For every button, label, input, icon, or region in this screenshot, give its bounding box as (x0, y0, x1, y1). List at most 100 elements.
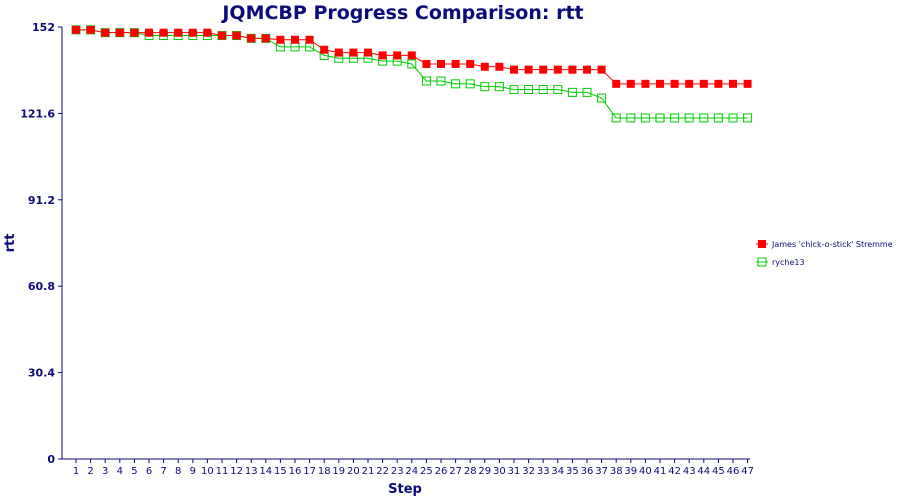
x-tick-label: 20 (347, 466, 360, 477)
series-1-point (553, 65, 562, 74)
x-tick-label: 38 (610, 466, 623, 477)
series-1-point (159, 28, 168, 37)
x-tick-label: 22 (376, 466, 389, 477)
series-1-point (72, 25, 80, 34)
x-tick-label: 33 (537, 466, 550, 477)
legend-item-1-marker (758, 240, 766, 248)
series-2-point (699, 113, 709, 123)
series-1-point (130, 28, 139, 37)
x-tick-label: 3 (102, 466, 108, 477)
x-tick-label: 37 (595, 466, 608, 477)
x-tick-label: 25 (420, 466, 433, 477)
series-2-point (670, 113, 680, 123)
series-1-point (495, 62, 504, 71)
x-tick-label: 28 (464, 466, 477, 477)
chart-title: JQMCBP Progress Comparison: rtt (220, 2, 583, 24)
series-1-point (568, 65, 577, 74)
series-2-point (436, 76, 446, 86)
x-tick-label: 39 (624, 466, 637, 477)
series-2-point (655, 113, 665, 123)
series-1-point (612, 79, 621, 88)
series-1-point (670, 79, 679, 88)
series-2-point (465, 79, 475, 89)
series-1-point (539, 65, 548, 74)
series-1-point (699, 79, 708, 88)
series-1-point (334, 48, 343, 57)
series-1-point (247, 34, 256, 43)
series-1-point (422, 59, 431, 68)
series-2-point (494, 82, 504, 92)
series-2-point (640, 113, 650, 123)
series-1-point (276, 35, 285, 44)
y-tick-label: 0 (47, 453, 55, 466)
legend-item-2-marker (757, 257, 767, 267)
series-2-point (421, 76, 431, 86)
series-1-point (437, 59, 445, 68)
x-tick-label: 31 (508, 466, 521, 477)
x-tick-label: 4 (117, 466, 123, 477)
x-axis-ticks: 1 2 3 4 5 6 7 8 9 10 11 12 13 14 15 16 17 18 19 20 21 22 23 24 2… (73, 459, 754, 477)
y-tick-label: 152 (32, 21, 55, 34)
series-group (71, 25, 753, 123)
series-1-point (218, 31, 226, 40)
x-tick-label: 17 (303, 466, 316, 477)
x-tick-label: 27 (449, 466, 462, 477)
series-1-point (641, 79, 650, 88)
series-2-point (407, 59, 417, 69)
x-tick-label: 19 (332, 466, 345, 477)
series-2-point (524, 85, 534, 95)
x-tick-label: 11 (216, 466, 229, 477)
y-tick-label: 60.8 (28, 280, 55, 293)
x-tick-label: 23 (391, 466, 404, 477)
series-2-point (597, 93, 607, 103)
x-tick-label: 15 (274, 466, 287, 477)
series-2-point (728, 113, 738, 123)
y-tick-label: 91.2 (28, 194, 55, 207)
series-1-point (364, 48, 372, 57)
x-tick-label: 8 (175, 466, 181, 477)
series-1-point (291, 35, 299, 44)
x-tick-label: 1 (73, 466, 79, 477)
x-tick-label: 32 (522, 466, 535, 477)
series-2-line (76, 29, 748, 119)
x-tick-label: 35 (566, 466, 579, 477)
x-tick-label: 14 (259, 466, 272, 477)
series-2-point (626, 113, 636, 123)
series-1-point (743, 79, 752, 88)
x-tick-label: 42 (668, 466, 681, 477)
series-1-point (729, 79, 737, 88)
legend-item-2-label: ryche13 (772, 258, 805, 267)
series-1-point (393, 51, 402, 60)
series-2-point (553, 85, 563, 95)
x-tick-label: 26 (435, 466, 448, 477)
x-tick-label: 6 (146, 466, 152, 477)
x-tick-label: 16 (289, 466, 302, 477)
x-tick-label: 18 (318, 466, 331, 477)
series-1-point (145, 28, 153, 37)
series-1-point (656, 79, 664, 88)
x-tick-label: 34 (551, 466, 564, 477)
series-2-point (684, 113, 694, 123)
series-1-point (510, 65, 518, 74)
x-tick-label: 9 (190, 466, 196, 477)
x-tick-label: 45 (712, 466, 725, 477)
series-1-point (451, 59, 460, 68)
legend: James 'chick-o-stick' Stremme ryche13 (756, 240, 893, 267)
series-1-point (466, 59, 475, 68)
series-2-point (451, 79, 461, 89)
x-tick-label: 7 (160, 466, 166, 477)
y-tick-label: 121.6 (20, 107, 55, 120)
series-2-point (582, 87, 592, 97)
x-tick-label: 47 (741, 466, 754, 477)
x-tick-label: 41 (654, 466, 667, 477)
series-1-point (232, 31, 241, 40)
series-1-point (407, 51, 416, 60)
y-axis-ticks: 0 30.4 60.8 91.2 121.6 152 (20, 21, 62, 466)
series-1-point (597, 65, 606, 74)
x-tick-label: 44 (697, 466, 710, 477)
series-1-point (305, 35, 314, 44)
x-tick-label: 10 (201, 466, 214, 477)
series-1-point (685, 79, 694, 88)
x-tick-label: 29 (478, 466, 491, 477)
